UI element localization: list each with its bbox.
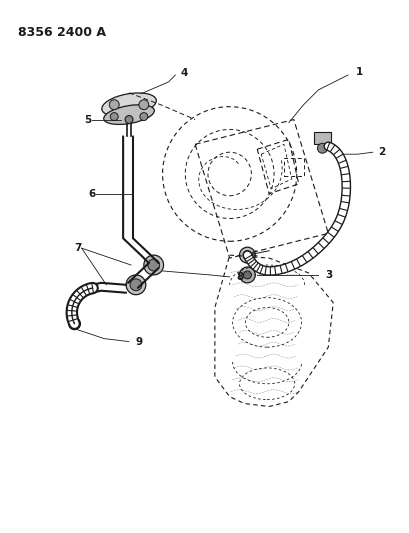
Circle shape: [239, 267, 255, 283]
Bar: [313, 132, 330, 144]
Circle shape: [110, 112, 118, 120]
Circle shape: [239, 247, 255, 263]
Text: 8: 8: [236, 272, 243, 282]
Text: 4: 4: [180, 68, 187, 78]
Circle shape: [147, 259, 159, 271]
Text: 1: 1: [355, 67, 362, 77]
Circle shape: [243, 271, 251, 279]
Text: 8356 2400 A: 8356 2400 A: [18, 26, 105, 38]
Circle shape: [139, 100, 148, 110]
Text: 5: 5: [84, 115, 92, 125]
Circle shape: [126, 275, 146, 295]
Circle shape: [109, 100, 119, 110]
Text: 6: 6: [88, 189, 96, 199]
Bar: [283, 158, 303, 176]
Circle shape: [144, 255, 163, 275]
Circle shape: [243, 251, 251, 260]
Circle shape: [130, 279, 142, 290]
Circle shape: [139, 112, 147, 120]
Text: 3: 3: [325, 270, 332, 280]
Circle shape: [125, 116, 133, 124]
Circle shape: [317, 143, 326, 153]
Text: 2: 2: [377, 147, 384, 157]
Text: 9: 9: [135, 336, 142, 346]
Text: 7: 7: [74, 243, 81, 253]
Ellipse shape: [101, 93, 156, 116]
Ellipse shape: [103, 105, 154, 124]
Circle shape: [68, 318, 80, 330]
